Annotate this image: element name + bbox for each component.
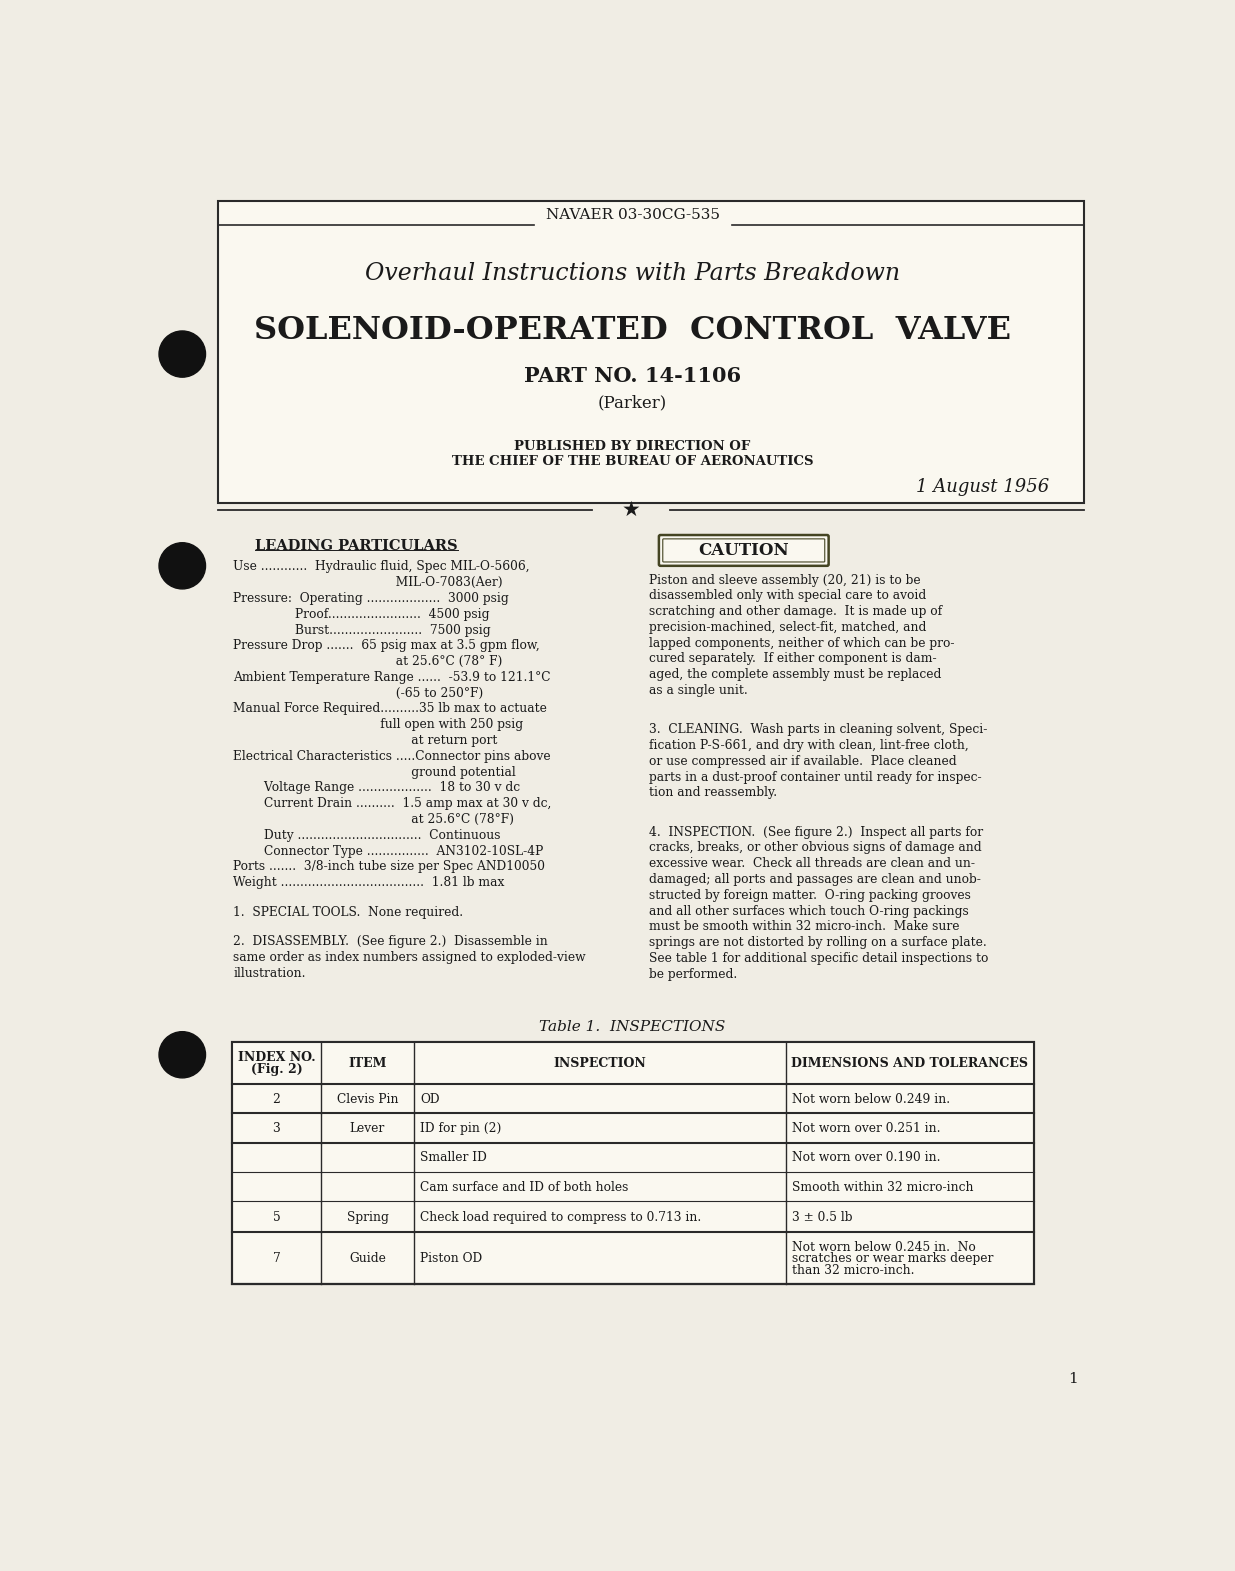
Text: cured separately.  If either component is dam-: cured separately. If either component is… [648, 652, 936, 666]
Text: ★: ★ [621, 501, 641, 520]
Text: at 25.6°C (78°F): at 25.6°C (78°F) [233, 812, 515, 826]
Text: Cam surface and ID of both holes: Cam surface and ID of both holes [420, 1181, 629, 1194]
Text: DIMENSIONS AND TOLERANCES: DIMENSIONS AND TOLERANCES [792, 1057, 1029, 1070]
Bar [232, 1042, 1034, 1284]
Text: excessive wear.  Check all threads are clean and un-: excessive wear. Check all threads are cl… [648, 858, 974, 870]
Text: Spring: Spring [347, 1211, 389, 1224]
Text: 1.  SPECIAL TOOLS.  None required.: 1. SPECIAL TOOLS. None required. [233, 906, 463, 919]
Text: cracks, breaks, or other obvious signs of damage and: cracks, breaks, or other obvious signs o… [648, 842, 982, 855]
Text: 2: 2 [273, 1093, 280, 1106]
Text: as a single unit.: as a single unit. [648, 683, 747, 698]
Text: Pressure:  Operating ...................  3000 psig: Pressure: Operating ................... … [233, 592, 509, 605]
Text: Current Drain ..........  1.5 amp max at 30 v dc,: Current Drain .......... 1.5 amp max at … [233, 796, 552, 811]
Text: 3: 3 [273, 1122, 280, 1136]
Text: Manual Force Required..........35 lb max to actuate: Manual Force Required..........35 lb max… [233, 702, 547, 715]
Text: 5: 5 [273, 1211, 280, 1224]
Text: full open with 250 psig: full open with 250 psig [233, 718, 524, 731]
Text: ID for pin (2): ID for pin (2) [420, 1122, 501, 1136]
Text: 3 ± 0.5 lb: 3 ± 0.5 lb [792, 1211, 852, 1224]
Text: scratches or wear marks deeper: scratches or wear marks deeper [792, 1252, 994, 1265]
Circle shape [159, 1032, 205, 1078]
Text: LEADING PARTICULARS: LEADING PARTICULARS [254, 539, 457, 553]
Text: INSPECTION: INSPECTION [553, 1057, 646, 1070]
Text: 1: 1 [1068, 1371, 1078, 1386]
Text: ITEM: ITEM [348, 1057, 387, 1070]
Text: PUBLISHED BY DIRECTION OF: PUBLISHED BY DIRECTION OF [515, 440, 751, 452]
Text: ground potential: ground potential [233, 765, 516, 779]
Text: parts in a dust-proof container until ready for inspec-: parts in a dust-proof container until re… [648, 771, 982, 784]
Text: Connector Type ................  AN3102-10SL-4P: Connector Type ................ AN3102-1… [233, 845, 543, 858]
Text: must be smooth within 32 micro-inch.  Make sure: must be smooth within 32 micro-inch. Mak… [648, 921, 960, 933]
Text: 2.  DISASSEMBLY.  (See figure 2.)  Disassemble in: 2. DISASSEMBLY. (See figure 2.) Disassem… [233, 935, 548, 947]
Text: aged, the complete assembly must be replaced: aged, the complete assembly must be repl… [648, 668, 941, 682]
Text: fication P-S-661, and dry with clean, lint-free cloth,: fication P-S-661, and dry with clean, li… [648, 738, 968, 753]
Text: CAUTION: CAUTION [699, 542, 789, 559]
FancyBboxPatch shape [659, 536, 829, 566]
Text: or use compressed air if available.  Place cleaned: or use compressed air if available. Plac… [648, 754, 956, 768]
Text: Table 1.  INSPECTIONS: Table 1. INSPECTIONS [540, 1020, 726, 1034]
Text: Not worn below 0.245 in.  No: Not worn below 0.245 in. No [792, 1241, 976, 1254]
Text: Smooth within 32 micro-inch: Smooth within 32 micro-inch [792, 1181, 973, 1194]
Text: precision-machined, select-fit, matched, and: precision-machined, select-fit, matched,… [648, 621, 926, 633]
Text: at 25.6°C (78° F): at 25.6°C (78° F) [233, 655, 503, 668]
Text: Piston OD: Piston OD [420, 1252, 483, 1265]
Text: Weight .....................................  1.81 lb max: Weight .................................… [233, 877, 505, 889]
Text: NAVAER 03-30CG-535: NAVAER 03-30CG-535 [546, 207, 720, 222]
Text: See table 1 for additional specific detail inspections to: See table 1 for additional specific deta… [648, 952, 988, 965]
Text: Not worn below 0.249 in.: Not worn below 0.249 in. [792, 1093, 950, 1106]
Text: damaged; all ports and passages are clean and unob-: damaged; all ports and passages are clea… [648, 873, 981, 886]
Text: tion and reassembly.: tion and reassembly. [648, 787, 777, 800]
Text: (Fig. 2): (Fig. 2) [251, 1064, 303, 1076]
Text: springs are not distorted by rolling on a surface plate.: springs are not distorted by rolling on … [648, 936, 987, 949]
Text: Pressure Drop .......  65 psig max at 3.5 gpm flow,: Pressure Drop ....... 65 psig max at 3.5… [233, 639, 540, 652]
Text: scratching and other damage.  It is made up of: scratching and other damage. It is made … [648, 605, 942, 617]
Text: than 32 micro-inch.: than 32 micro-inch. [792, 1263, 915, 1277]
Text: disassembled only with special care to avoid: disassembled only with special care to a… [648, 589, 926, 602]
Text: same order as index numbers assigned to exploded-view: same order as index numbers assigned to … [233, 950, 587, 965]
Text: Overhaul Instructions with Parts Breakdown: Overhaul Instructions with Parts Breakdo… [366, 262, 900, 284]
Text: Lever: Lever [350, 1122, 385, 1136]
Text: Burst........................  7500 psig: Burst........................ 7500 psig [233, 624, 492, 636]
Text: Piston and sleeve assembly (20, 21) is to be: Piston and sleeve assembly (20, 21) is t… [648, 573, 920, 586]
Text: MIL-O-7083(Aer): MIL-O-7083(Aer) [233, 577, 503, 589]
Text: Duty ................................  Continuous: Duty ................................ Co… [233, 829, 501, 842]
Text: Proof........................  4500 psig: Proof........................ 4500 psig [233, 608, 490, 621]
Text: PART NO. 14-1106: PART NO. 14-1106 [524, 366, 741, 385]
Text: 3.  CLEANING.  Wash parts in cleaning solvent, Speci-: 3. CLEANING. Wash parts in cleaning solv… [648, 723, 987, 737]
Text: Ambient Temperature Range ......  -53.9 to 121.1°C: Ambient Temperature Range ...... -53.9 t… [233, 671, 551, 683]
Text: Not worn over 0.190 in.: Not worn over 0.190 in. [792, 1152, 941, 1164]
Text: be performed.: be performed. [648, 968, 737, 980]
Text: 4.  INSPECTION.  (See figure 2.)  Inspect all parts for: 4. INSPECTION. (See figure 2.) Inspect a… [648, 826, 983, 839]
Text: THE CHIEF OF THE BUREAU OF AERONAUTICS: THE CHIEF OF THE BUREAU OF AERONAUTICS [452, 456, 814, 468]
Text: Clevis Pin: Clevis Pin [337, 1093, 398, 1106]
Text: (Parker): (Parker) [598, 394, 667, 412]
Text: structed by foreign matter.  O-ring packing grooves: structed by foreign matter. O-ring packi… [648, 889, 971, 902]
Text: lapped components, neither of which can be pro-: lapped components, neither of which can … [648, 636, 955, 650]
Text: Not worn over 0.251 in.: Not worn over 0.251 in. [792, 1122, 941, 1136]
Text: Use ............  Hydraulic fluid, Spec MIL-O-5606,: Use ............ Hydraulic fluid, Spec M… [233, 561, 530, 573]
Text: Electrical Characteristics .....Connector pins above: Electrical Characteristics .....Connecto… [233, 749, 551, 764]
Circle shape [159, 542, 205, 589]
Circle shape [159, 331, 205, 377]
Text: Check load required to compress to 0.713 in.: Check load required to compress to 0.713… [420, 1211, 701, 1224]
Bar [232, 1042, 1034, 1284]
Text: Smaller ID: Smaller ID [420, 1152, 487, 1164]
Text: Ports .......  3/8-inch tube size per Spec AND10050: Ports ....... 3/8-inch tube size per Spe… [233, 861, 546, 873]
Text: 7: 7 [273, 1252, 280, 1265]
Text: SOLENOID-OPERATED  CONTROL  VALVE: SOLENOID-OPERATED CONTROL VALVE [254, 316, 1011, 347]
Text: illustration.: illustration. [233, 966, 306, 980]
Text: 1 August 1956: 1 August 1956 [916, 478, 1050, 496]
Bar [217, 201, 1084, 503]
Text: (-65 to 250°F): (-65 to 250°F) [233, 687, 484, 699]
Text: OD: OD [420, 1093, 440, 1106]
Bar [232, 1042, 1034, 1084]
Text: at return port: at return port [233, 734, 498, 748]
Text: Voltage Range ...................  18 to 30 v dc: Voltage Range ................... 18 to … [233, 781, 520, 795]
Text: and all other surfaces which touch O-ring packings: and all other surfaces which touch O-rin… [648, 905, 968, 917]
Text: Guide: Guide [350, 1252, 385, 1265]
Text: INDEX NO.: INDEX NO. [237, 1051, 315, 1064]
